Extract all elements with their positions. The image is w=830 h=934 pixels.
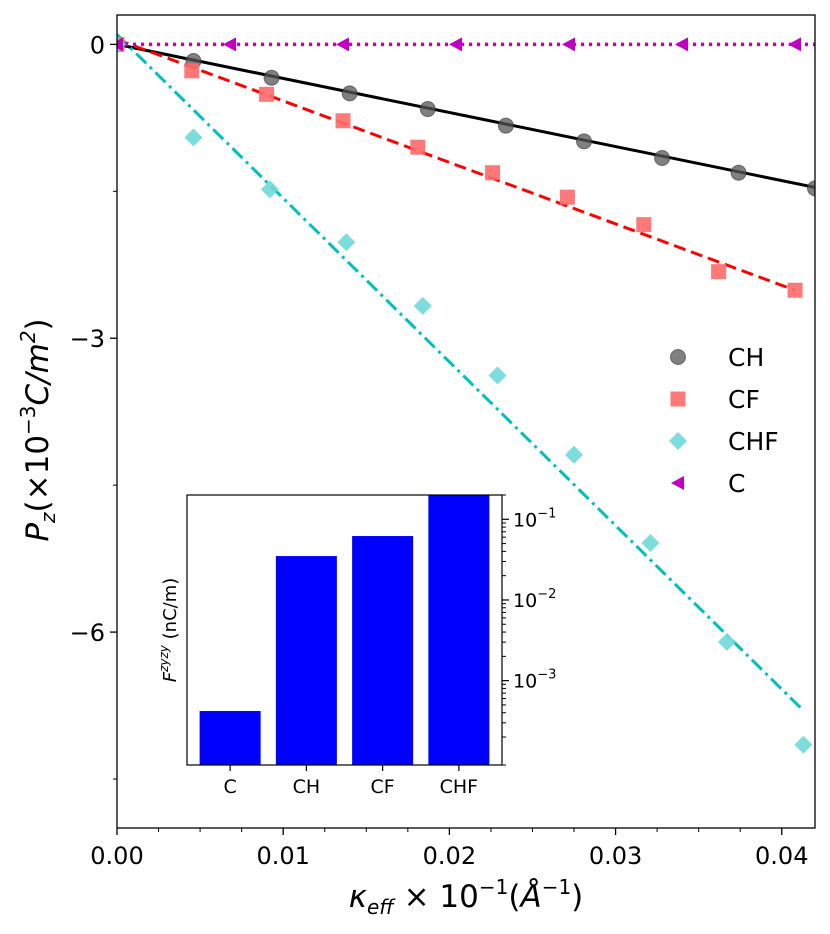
- data-point-ch: [419, 101, 436, 118]
- data-point-chf: [717, 632, 736, 651]
- data-point-c: [675, 37, 689, 52]
- legend-label-cf: CF: [728, 385, 760, 414]
- data-point-c: [449, 37, 463, 52]
- data-point-c: [788, 37, 802, 52]
- main-plot-area: 0.00 0.01 0.02 0.03 0.04 0 −3 −6 κeff × 10−1(Å…: [16, 14, 816, 919]
- data-point-c: [336, 37, 350, 52]
- y-tick-label: −6: [70, 619, 105, 647]
- fit-lines: [117, 33, 815, 712]
- data-point-ch: [497, 117, 514, 134]
- inset-y-axis-label: Fzyzy (nC/m): [157, 578, 181, 683]
- x-tick-label: 0.01: [256, 842, 309, 870]
- y-tick-label: 0: [90, 31, 105, 59]
- data-point-cf: [559, 189, 575, 205]
- inset-y-tick-label: 10−1: [513, 506, 556, 531]
- data-point-c: [223, 37, 237, 52]
- inset-y-axis-ticks: 10−3 10−2 10−1: [502, 494, 556, 766]
- data-point-chf: [260, 180, 279, 199]
- inset-x-tick-label: C: [223, 776, 236, 798]
- inset-x-tick-label: CF: [371, 776, 395, 798]
- data-point-chf: [337, 233, 356, 252]
- data-point-cf: [410, 139, 426, 155]
- data-point-chf: [565, 445, 584, 464]
- x-tick-label: 0.00: [90, 842, 143, 870]
- data-point-chf: [641, 533, 660, 552]
- legend-label-ch: CH: [728, 343, 764, 372]
- x-tick-label: 0.02: [423, 842, 476, 870]
- data-markers: [117, 35, 815, 754]
- data-point-ch: [654, 150, 671, 167]
- data-point-ch: [807, 180, 815, 197]
- inset-bar-chf: [428, 495, 490, 765]
- data-point-cf: [259, 86, 275, 102]
- legend: CH CF CHF C: [669, 343, 779, 498]
- data-point-c: [117, 37, 123, 52]
- inset-x-tick-label: CHF: [440, 776, 478, 798]
- data-point-cf: [636, 217, 652, 233]
- legend-marker-cf: [670, 391, 686, 407]
- data-point-chf: [794, 735, 813, 754]
- data-point-cf: [787, 282, 803, 298]
- data-point-cf: [335, 113, 351, 129]
- data-point-ch: [263, 69, 280, 86]
- inset-x-tick-label: CH: [293, 776, 321, 798]
- inset-y-tick-label: 10−3: [513, 668, 556, 693]
- inset-bar-c: [199, 711, 261, 765]
- y-axis-label: Pz(×10−3C/m2): [16, 318, 60, 541]
- data-point-cf: [711, 264, 727, 280]
- y-tick-label: −3: [70, 325, 105, 353]
- inset-y-tick-label: 10−2: [513, 587, 556, 612]
- data-point-chf: [413, 296, 432, 315]
- x-axis-ticks: 0.00 0.01 0.02 0.03 0.04: [90, 828, 808, 870]
- data-point-chf: [488, 366, 507, 385]
- inset-x-axis-ticks: C CH CF CHF: [223, 765, 478, 798]
- inset-bar-cf: [352, 536, 414, 765]
- inset-frame: [186, 494, 503, 766]
- fit-line-chf: [117, 33, 805, 712]
- x-tick-label: 0.03: [589, 842, 642, 870]
- data-point-cf: [184, 63, 200, 79]
- main-plot-frame: [116, 14, 816, 829]
- data-point-cf: [485, 165, 501, 181]
- inset-bar-ch: [275, 556, 337, 765]
- data-point-chf: [184, 128, 203, 147]
- x-axis-label: κeff × 10−1(Å−1): [349, 875, 584, 919]
- data-point-ch: [341, 85, 358, 102]
- y-axis-ticks: 0 −3 −6: [70, 31, 117, 780]
- inset-bars: [199, 495, 490, 765]
- fit-line-ch: [117, 42, 815, 189]
- fit-line-cf: [117, 38, 796, 292]
- legend-label-c: C: [728, 469, 745, 498]
- data-point-ch: [730, 164, 747, 181]
- legend-marker-ch: [670, 349, 686, 365]
- data-point-ch: [575, 133, 592, 150]
- inset-bar-chart: C CH CF CHF 10−3 10−2 10−1 Fzyzy (nC/m): [157, 494, 556, 798]
- legend-label-chf: CHF: [728, 427, 779, 456]
- x-tick-label: 0.04: [755, 842, 808, 870]
- legend-marker-chf: [669, 432, 687, 450]
- data-point-c: [562, 37, 576, 52]
- legend-marker-c: [671, 476, 684, 490]
